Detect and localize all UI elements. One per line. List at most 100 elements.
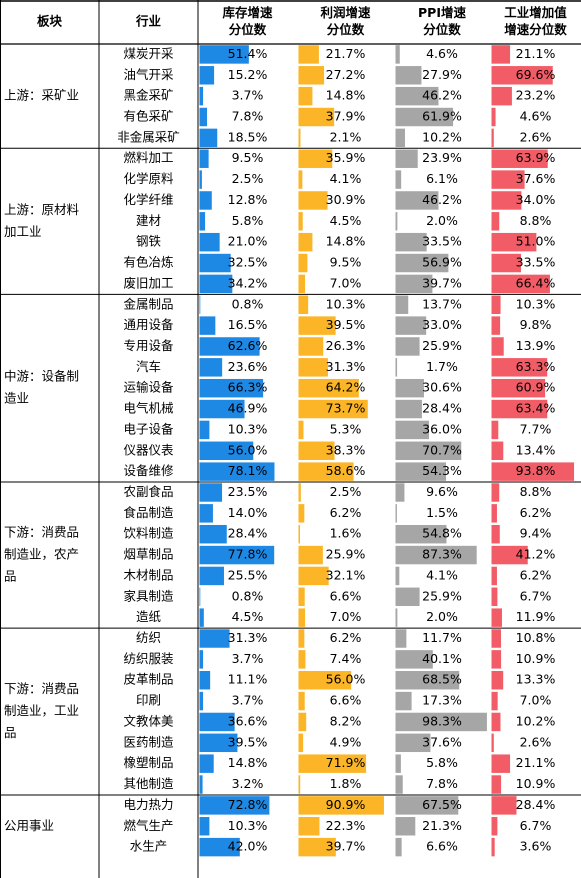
inventory-value: 51.4% [228,46,268,61]
inventory-bar [199,358,223,377]
inventory-value: 42.0% [228,839,268,854]
ppi-value: 9.6% [426,484,458,499]
inventory-value: 39.5% [228,734,268,749]
inventory-value: 23.6% [228,359,268,374]
ppi-value: 6.1% [426,171,458,186]
ppi-bar [395,212,398,231]
inventory-bar [199,566,224,586]
inventory-bar [199,420,210,440]
inventory-bar [199,629,230,648]
ppi-value: 46.2% [422,88,462,103]
inventory-value: 16.5% [228,317,268,332]
ppi-value: 5.8% [426,755,458,770]
inventory-value: 4.5% [232,609,264,624]
industry-label: 造纸 [136,609,162,624]
profit-bar [298,733,304,753]
industry-label: 电气机械 [123,401,174,416]
industry-label: 医药制造 [123,734,174,749]
value-added-bar [491,483,500,502]
profit-value: 1.6% [330,526,362,541]
profit-bar [298,775,301,794]
profit-bar [298,191,328,210]
industry-label: 木材制品 [123,567,173,582]
industry-label: 黑金采矿 [123,88,173,103]
inventory-bar [199,232,220,252]
inventory-bar [199,817,210,836]
profit-bar [298,545,323,565]
section-label: 造业 [4,391,29,406]
inventory-value: 9.5% [232,150,264,165]
industry-label: 建材 [136,213,161,228]
value-added-bar [491,128,494,148]
value-added-bar [491,107,496,127]
inventory-bar [199,45,249,64]
value-added-bar [491,66,553,85]
profit-value: 35.9% [326,150,366,165]
value-added-bar [491,295,501,314]
value-added-value: 23.2% [516,88,556,103]
inventory-value: 77.8% [228,547,268,562]
profit-bar [298,629,305,648]
industry-label: 烟草制品 [123,547,173,562]
profit-bar [298,712,307,732]
value-added-value: 34.0% [516,192,556,207]
ppi-bar [395,608,398,627]
profit-value: 25.9% [326,547,366,562]
value-added-value: 2.6% [520,129,552,144]
profit-value: 6.2% [330,505,362,520]
inventory-bar [199,796,270,815]
profit-value: 73.7% [326,401,366,416]
ppi-bar [395,170,402,189]
industry-label: 钢铁 [136,234,162,249]
inventory-bar [199,587,201,607]
ppi-value: 6.6% [426,839,458,854]
inventory-bar [199,441,254,460]
value-added-bar [491,378,546,398]
industry-label: 电力热力 [123,797,173,812]
inventory-value: 7.8% [232,109,264,124]
ppi-bar [395,733,431,753]
profit-value: 21.7% [326,46,366,61]
ppi-bar [395,274,433,294]
profit-bar [298,232,313,252]
inventory-bar [199,462,275,481]
ppi-value: 61.9% [422,109,462,124]
profit-value: 6.2% [330,630,362,645]
value-added-bar [491,754,511,773]
value-added-bar [491,608,502,627]
header-label: 分位数 [327,22,365,37]
ppi-bar [395,420,429,440]
section-label: 下游：消费品 [4,525,79,540]
profit-value: 31.3% [326,359,366,374]
profit-value: 56.0% [326,672,366,687]
ppi-value: 2.0% [426,609,458,624]
value-added-bar [491,524,500,544]
profit-bar [298,399,368,419]
value-added-value: 4.6% [520,109,552,124]
inventory-value: 14.8% [228,755,268,770]
profit-value: 64.2% [326,380,366,395]
value-added-value: 6.7% [520,588,552,603]
inventory-bar [199,295,201,314]
ppi-bar [395,358,398,377]
inventory-bar [199,253,231,273]
profit-value: 4.1% [330,171,362,186]
value-added-value: 69.6% [516,67,556,82]
value-added-value: 3.6% [520,839,552,854]
value-added-value: 13.9% [516,338,556,353]
ppi-value: 10.2% [422,129,462,144]
header-label: 分位数 [423,22,461,37]
inventory-value: 46.9% [228,401,268,416]
profit-bar [298,378,359,398]
inventory-bar [199,545,275,565]
value-added-bar [491,441,504,460]
ppi-bar [395,316,427,335]
profit-bar [298,650,306,669]
ppi-value: 1.5% [426,505,458,520]
inventory-value: 15.2% [228,67,268,82]
value-added-bar [491,358,548,377]
value-added-value: 63.4% [516,401,556,416]
value-added-value: 63.9% [516,150,556,165]
profit-bar [298,566,329,586]
value-added-bar [491,817,498,836]
